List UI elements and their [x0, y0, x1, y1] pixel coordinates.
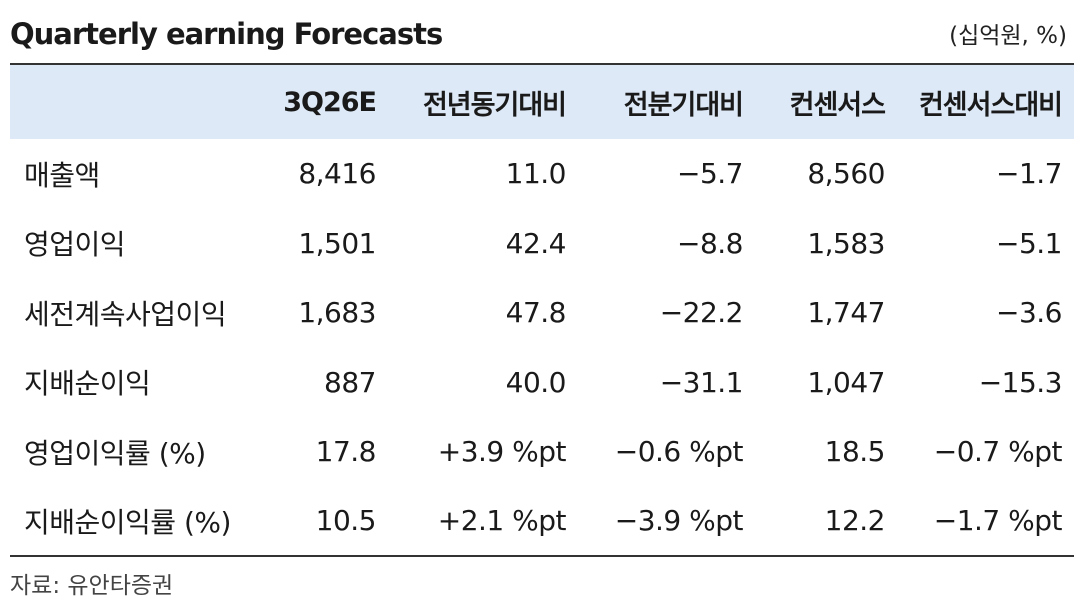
row-label: 지배순이익 [24, 367, 151, 401]
cell-value: 1,583 [807, 226, 885, 260]
cell-value: 17.8 [315, 435, 377, 469]
cell-value: −8.8 [677, 226, 744, 260]
cell-value: −31.1 [659, 365, 744, 399]
table-header: 3Q26E 전년동기대비 전분기대비 컨센서스 컨센서스대비 [10, 65, 1074, 139]
col-header-label [10, 65, 260, 139]
table-row: 세전계속사업이익 1,683 47.8 −22.2 1,747 −3.6 [10, 278, 1074, 348]
cell-value: 10.5 [260, 486, 388, 557]
cell-value: 1,501 [298, 226, 376, 260]
row-label: 매출액 [24, 158, 100, 192]
cell-value: 1,747 [807, 296, 885, 330]
cell-value: 887 [324, 365, 376, 399]
cell-value: −0.6 %pt [614, 435, 744, 469]
row-label: 세전계속사업이익 [24, 297, 227, 331]
row-label: 영업이익 [24, 228, 126, 262]
table-row: 매출액 8,416 11.0 −5.7 8,560 −1.7 [10, 139, 1074, 209]
cell-value: +2.1 %pt [388, 486, 578, 557]
cell-value: 11.0 [505, 157, 567, 191]
cell-value: −3.9 %pt [578, 486, 755, 557]
cell-value: 12.2 [755, 486, 897, 557]
cell-value: 8,416 [298, 157, 376, 191]
top-rule [10, 63, 1074, 65]
cell-value: −22.2 [659, 296, 744, 330]
page-title: Quarterly earning Forecasts [10, 17, 443, 51]
header-row: 3Q26E 전년동기대비 전분기대비 컨센서스 컨센서스대비 [10, 65, 1074, 139]
forecast-table: 3Q26E 전년동기대비 전분기대비 컨센서스 컨센서스대비 매출액 8,416… [10, 65, 1074, 557]
col-header-qoq: 전분기대비 [623, 89, 744, 121]
cell-value: +3.9 %pt [437, 435, 567, 469]
table-row: 영업이익 1,501 42.4 −8.8 1,583 −5.1 [10, 209, 1074, 279]
source-note: 자료: 유안타증권 [10, 573, 174, 599]
cell-value: 1,683 [298, 296, 376, 330]
cell-value: 42.4 [505, 226, 567, 260]
cell-value: 8,560 [807, 157, 885, 191]
cell-value: 47.8 [505, 296, 567, 330]
table-body: 매출액 8,416 11.0 −5.7 8,560 −1.7 영업이익 1,50… [10, 139, 1074, 557]
cell-value: 1,047 [807, 365, 885, 399]
cell-value: 18.5 [824, 435, 886, 469]
cell-value: −3.6 [996, 296, 1063, 330]
cell-value: −15.3 [978, 365, 1063, 399]
cell-value: −5.7 [677, 157, 744, 191]
table-row: 지배순이익 887 40.0 −31.1 1,047 −15.3 [10, 348, 1074, 418]
col-header-yoy: 전년동기대비 [422, 89, 567, 121]
col-header-3q26e: 3Q26E [283, 86, 377, 118]
row-label: 영업이익률 (%) [24, 436, 206, 470]
row-label: 지배순이익률 (%) [10, 486, 260, 557]
col-header-vs-consensus: 컨센서스대비 [918, 89, 1063, 121]
unit-label: (십억원, %) [949, 23, 1067, 49]
table-row: 지배순이익률 (%) 10.5 +2.1 %pt −3.9 %pt 12.2 −… [10, 486, 1074, 557]
cell-value: −0.7 %pt [933, 435, 1063, 469]
cell-value: 40.0 [505, 365, 567, 399]
cell-value: −1.7 [996, 157, 1063, 191]
table-row: 영업이익률 (%) 17.8 +3.9 %pt −0.6 %pt 18.5 −0… [10, 417, 1074, 487]
col-header-consensus: 컨센서스 [789, 89, 886, 121]
cell-value: −5.1 [996, 226, 1063, 260]
cell-value: −1.7 %pt [897, 486, 1074, 557]
